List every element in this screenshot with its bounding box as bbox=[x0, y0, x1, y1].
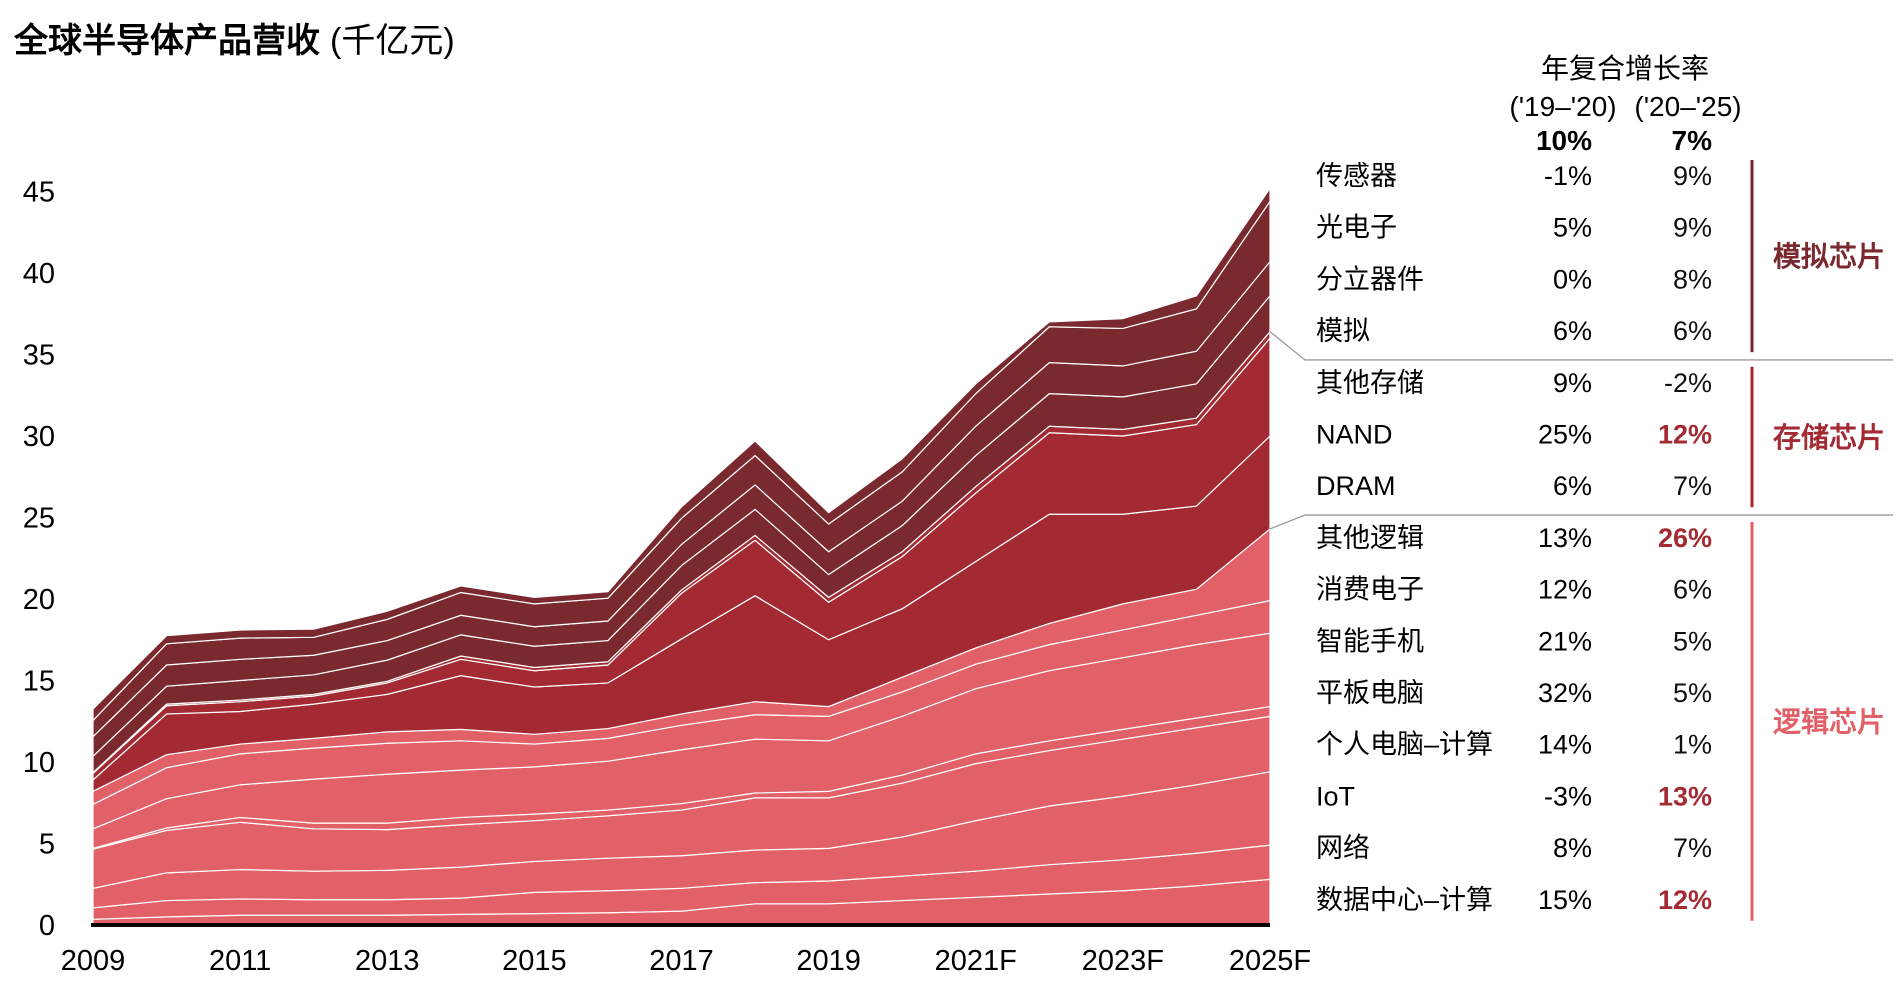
row-cagr-19-20: 15% bbox=[1538, 885, 1592, 915]
row-label: 传感器 bbox=[1316, 161, 1397, 191]
row-label: 光电子 bbox=[1316, 213, 1397, 243]
table-row: NAND 25% 12% bbox=[1316, 420, 1712, 450]
row-cagr-20-25: 7% bbox=[1673, 471, 1712, 501]
row-cagr-19-20: 9% bbox=[1553, 368, 1592, 398]
table-row: 分立器件 0% 8% bbox=[1316, 264, 1712, 294]
y-tick-label: 15 bbox=[23, 666, 55, 698]
row-cagr-20-25: 7% bbox=[1673, 833, 1712, 863]
area-传感器 bbox=[92, 186, 1271, 722]
row-label: NAND bbox=[1316, 420, 1393, 450]
table-row: 个人电脑–计算 14% 1% bbox=[1316, 730, 1712, 760]
y-tick-label: 45 bbox=[23, 177, 55, 209]
row-cagr-20-25: 8% bbox=[1673, 264, 1712, 294]
row-label: 数据中心–计算 bbox=[1316, 885, 1493, 915]
x-tick-label: 2011 bbox=[209, 945, 271, 977]
chart-title: 全球半导体产品营收 (千亿元) bbox=[13, 21, 455, 60]
row-cagr-19-20: 32% bbox=[1538, 678, 1592, 708]
row-cagr-20-25: -2% bbox=[1664, 368, 1712, 398]
row-cagr-20-25: 13% bbox=[1658, 781, 1712, 811]
row-cagr-20-25: 5% bbox=[1673, 678, 1712, 708]
cagr-table: 年复合增长率 ('19–'20) ('20–'25) 10% 7% 传感器 -1%… bbox=[1269, 53, 1893, 921]
cagr-total-1: 10% bbox=[1536, 125, 1592, 156]
row-cagr-19-20: 21% bbox=[1538, 626, 1592, 656]
axes: 0 5 10 15 20 25 30 35 40 45 2009 2011 2013 2015 2017 20… bbox=[23, 177, 1311, 978]
table-row: 智能手机 21% 5% bbox=[1316, 626, 1712, 656]
row-cagr-20-25: 9% bbox=[1673, 161, 1712, 191]
y-tick-label: 25 bbox=[23, 503, 55, 535]
row-label: 网络 bbox=[1316, 833, 1370, 863]
x-tick-label: 2019 bbox=[796, 945, 861, 977]
row-label: 模拟 bbox=[1316, 316, 1370, 346]
x-tick-label: 2025F bbox=[1229, 945, 1311, 977]
row-label: 其他逻辑 bbox=[1316, 523, 1424, 553]
x-tick-label: 2023F bbox=[1082, 945, 1164, 977]
row-cagr-20-25: 12% bbox=[1658, 420, 1712, 450]
table-row: 网络 8% 7% bbox=[1316, 833, 1712, 863]
y-tick-label: 0 bbox=[39, 910, 55, 942]
x-tick-label: 2013 bbox=[355, 945, 420, 977]
table-row: 平板电脑 32% 5% bbox=[1316, 678, 1712, 708]
y-tick-label: 40 bbox=[23, 258, 55, 290]
cagr-header: 年复合增长率 bbox=[1541, 53, 1709, 84]
row-cagr-19-20: 12% bbox=[1538, 575, 1592, 605]
table-row: 其他逻辑 13% 26% bbox=[1316, 523, 1712, 553]
table-row: 其他存储 9% -2% bbox=[1316, 368, 1712, 398]
table-row: 数据中心–计算 15% 12% bbox=[1316, 885, 1712, 915]
row-cagr-20-25: 1% bbox=[1673, 730, 1712, 760]
x-tick-label: 2017 bbox=[649, 945, 714, 977]
y-tick-label: 30 bbox=[23, 421, 55, 453]
row-label: 智能手机 bbox=[1316, 626, 1424, 656]
row-label: IoT bbox=[1316, 781, 1355, 811]
group-label: 模拟芯片 bbox=[1773, 241, 1885, 272]
y-tick-label: 20 bbox=[23, 584, 55, 616]
cagr-col2-header: ('20–'25) bbox=[1634, 91, 1741, 122]
group-separator bbox=[1269, 514, 1893, 530]
row-cagr-20-25: 5% bbox=[1673, 626, 1712, 656]
cagr-total-2: 7% bbox=[1672, 125, 1713, 156]
row-label: 个人电脑–计算 bbox=[1316, 730, 1493, 760]
row-cagr-19-20: 6% bbox=[1553, 316, 1592, 346]
row-label: DRAM bbox=[1316, 471, 1396, 501]
row-cagr-20-25: 6% bbox=[1673, 316, 1712, 346]
row-cagr-19-20: 8% bbox=[1553, 833, 1592, 863]
row-cagr-19-20: 5% bbox=[1553, 213, 1592, 243]
y-tick-label: 10 bbox=[23, 747, 55, 779]
row-cagr-20-25: 6% bbox=[1673, 575, 1712, 605]
y-tick-label: 35 bbox=[23, 340, 55, 372]
row-cagr-19-20: 14% bbox=[1538, 730, 1592, 760]
group-separator bbox=[1269, 331, 1893, 361]
row-cagr-19-20: -1% bbox=[1544, 161, 1592, 191]
x-tick-label: 2009 bbox=[61, 945, 126, 977]
row-cagr-20-25: 9% bbox=[1673, 213, 1712, 243]
table-row: DRAM 6% 7% bbox=[1316, 471, 1712, 501]
x-tick-label: 2015 bbox=[502, 945, 567, 977]
table-row: 传感器 -1% 9% bbox=[1316, 161, 1712, 191]
row-cagr-20-25: 12% bbox=[1658, 885, 1712, 915]
row-cagr-19-20: 13% bbox=[1538, 523, 1592, 553]
row-cagr-19-20: 0% bbox=[1553, 264, 1592, 294]
table-row: 光电子 5% 9% bbox=[1316, 213, 1712, 243]
row-label: 消费电子 bbox=[1316, 575, 1424, 605]
table-row: 模拟 6% 6% bbox=[1316, 316, 1712, 346]
table-row: 消费电子 12% 6% bbox=[1316, 575, 1712, 605]
group-label: 存储芯片 bbox=[1773, 421, 1885, 453]
y-tick-label: 5 bbox=[39, 829, 55, 861]
row-cagr-19-20: -3% bbox=[1544, 781, 1592, 811]
x-tick-label: 2021F bbox=[935, 945, 1017, 977]
group-label: 逻辑芯片 bbox=[1773, 706, 1885, 737]
row-cagr-20-25: 26% bbox=[1658, 523, 1712, 553]
stacked-areas bbox=[92, 186, 1271, 926]
row-cagr-19-20: 25% bbox=[1538, 420, 1592, 450]
row-label: 平板电脑 bbox=[1316, 678, 1424, 708]
row-cagr-19-20: 6% bbox=[1553, 471, 1592, 501]
table-row: IoT -3% 13% bbox=[1316, 781, 1712, 811]
row-label: 分立器件 bbox=[1316, 264, 1424, 294]
row-label: 其他存储 bbox=[1316, 368, 1424, 398]
cagr-col1-header: ('19–'20) bbox=[1509, 91, 1616, 122]
